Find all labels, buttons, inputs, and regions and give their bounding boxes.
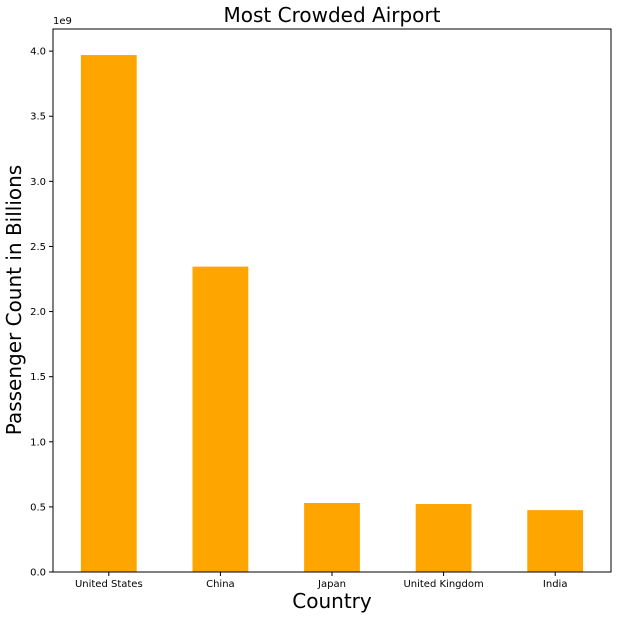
y-tick-label: 1.5 (30, 372, 46, 383)
x-tick-label: Japan (317, 579, 346, 590)
chart-title: Most Crowded Airport (224, 3, 441, 27)
bar-india (527, 510, 584, 572)
y-tick-label: 0.5 (30, 502, 46, 513)
x-tick-label: United States (75, 579, 143, 590)
x-axis-label: Country (292, 589, 372, 613)
bars (80, 55, 584, 573)
y-tick-label: 2.5 (30, 242, 46, 253)
bar-united-states (80, 55, 137, 573)
bar-united-kingdom (415, 504, 472, 572)
bar-japan (304, 502, 360, 572)
x-tick-label: India (543, 579, 568, 590)
y-axis-label: Passenger Count in Billions (2, 165, 26, 435)
bar-china (192, 266, 249, 572)
y-tick-label: 4.0 (30, 47, 46, 58)
y-axis-ticks: 0.0 0.5 1.0 1.5 2.0 2.5 3.0 3.5 4.0 (30, 47, 53, 579)
y-axis-offset-label: 1e9 (53, 16, 72, 27)
y-tick-label: 0.0 (30, 568, 46, 579)
x-tick-label: United Kingdom (403, 579, 483, 590)
y-tick-label: 3.5 (30, 112, 46, 123)
y-tick-label: 1.0 (30, 437, 46, 448)
x-tick-label: China (206, 579, 235, 590)
x-axis-ticks: United States China Japan United Kingdom Ind… (75, 572, 568, 590)
y-tick-label: 3.0 (30, 177, 46, 188)
plot-area-frame (52, 28, 612, 573)
y-tick-label: 2.0 (30, 307, 46, 318)
